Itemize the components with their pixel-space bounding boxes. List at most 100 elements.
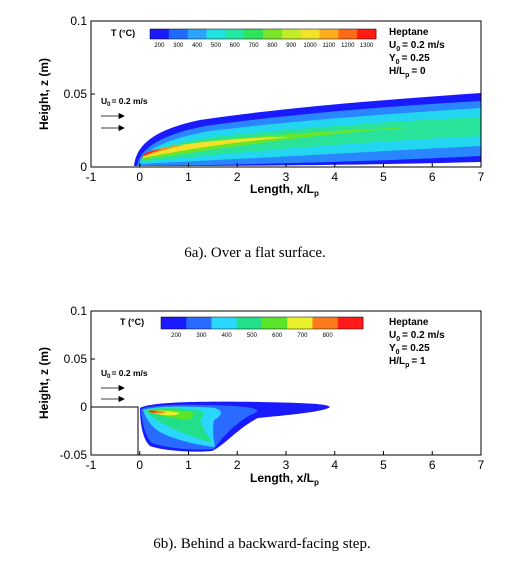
x-tick-label: 6 <box>429 170 436 184</box>
y-axis-title-a: Height, z (m) <box>37 58 51 130</box>
legend-swatches-b: 200 300 400 500 600 700 800 <box>160 316 364 339</box>
legend-swatch <box>338 29 358 39</box>
x-tick-label: 7 <box>478 458 485 472</box>
info-height-ratio-a: H/Lp = 0 <box>389 66 426 79</box>
inflow-label-a: U0= 0.2 m/s <box>101 96 148 108</box>
legend-swatches-a: 200 300 400 500 600 700 800 900 1000 1100 1200 1300 <box>149 28 377 49</box>
legend-level-label: 700 <box>249 43 260 49</box>
caption-a: 6a). Over a flat surface. <box>184 245 326 261</box>
y-tick-label: 0 <box>80 160 87 174</box>
x-tick-label: 0 <box>136 458 143 472</box>
legend-swatch <box>312 317 339 329</box>
info-box-a: Heptane U0 = 0.2 m/s Y0 = 0.25 H/Lp = 0 <box>389 27 445 79</box>
legend-level-label: 1000 <box>303 43 317 49</box>
contour-band <box>148 410 157 413</box>
flame-contours-b <box>140 401 330 452</box>
legend-swatch <box>357 29 377 39</box>
legend-level-label: 800 <box>267 43 278 49</box>
x-tick-label: 1 <box>185 458 192 472</box>
x-axis-title-a: Length, x/Lp <box>250 182 319 198</box>
legend-swatch <box>186 317 212 329</box>
panel-b: -1 0 1 2 3 4 5 6 7 -0.05 0 0.05 0.1 Height, z (m) Le… <box>37 304 485 487</box>
legend-level-label: 1100 <box>322 43 336 49</box>
x-axis-title-b: Length, x/Lp <box>250 471 319 487</box>
info-fraction-b: Y0 = 0.25 <box>389 343 430 356</box>
y-tick-label: 0.05 <box>64 87 88 101</box>
x-tick-label: -1 <box>86 458 97 472</box>
legend-level-label: 300 <box>173 43 184 49</box>
legend-level-label: 600 <box>230 43 241 49</box>
legend-swatch <box>211 317 238 329</box>
legend-swatch <box>150 29 170 39</box>
y-tick-label: 0.05 <box>64 352 88 366</box>
info-fuel-b: Heptane <box>389 317 429 328</box>
y-tick-label: -0.05 <box>60 448 88 462</box>
x-tick-label: 0 <box>136 170 143 184</box>
legend-b: T (°C) 200 300 400 500 600 700 800 <box>120 316 364 339</box>
legend-frame <box>149 28 377 40</box>
legend-swatch <box>206 29 226 39</box>
y-tick-label: 0.1 <box>70 14 87 28</box>
legend-swatch <box>187 29 207 39</box>
legend-title-b: T (°C) <box>120 317 144 327</box>
legend-swatch <box>319 29 339 39</box>
x-tick-label: 5 <box>380 458 387 472</box>
legend-swatch <box>262 317 288 329</box>
y-tick-label: 0 <box>80 400 87 414</box>
info-fuel-a: Heptane <box>389 27 429 38</box>
x-tick-label: 1 <box>185 170 192 184</box>
axis-ticks-a: -1 0 1 2 3 4 5 6 700.050.1 <box>64 14 485 184</box>
legend-level-label: 400 <box>222 333 233 339</box>
flame-contours-a <box>134 93 481 166</box>
info-box-b: Heptane U0 = 0.2 m/s Y0 = 0.25 H/Lp = 1 <box>389 317 445 369</box>
legend-level-label: 600 <box>272 333 283 339</box>
inflow-arrows-a <box>101 112 125 132</box>
legend-level-label: 1300 <box>360 43 374 49</box>
info-velocity-a: U0 = 0.2 m/s <box>389 40 445 53</box>
step-outline-b <box>91 406 139 455</box>
legend-level-label: 300 <box>196 333 207 339</box>
legend-level-label: 200 <box>154 43 165 49</box>
x-tick-label: 2 <box>234 170 241 184</box>
legend-level-label: 500 <box>211 43 222 49</box>
inflow-annotation-a: U0= 0.2 m/s <box>101 96 148 132</box>
legend-swatch <box>244 29 264 39</box>
inflow-annotation-b: U0= 0.2 m/s <box>101 368 148 403</box>
x-tick-label: -1 <box>86 170 97 184</box>
legend-a: T (°C) 200 300 400 500 600 700 800 900 1000 1100 1… <box>111 28 377 49</box>
legend-swatch <box>337 317 364 329</box>
panel-a: -1 0 1 2 3 4 5 6 700.050.1 Height, z (m) Length,… <box>37 14 485 198</box>
legend-title-a: T (°C) <box>111 28 135 38</box>
contour-band <box>144 408 212 443</box>
inflow-arrows-b <box>101 384 125 403</box>
legend-swatch <box>281 29 302 39</box>
x-tick-label: 4 <box>331 170 338 184</box>
x-tick-label: 7 <box>478 170 485 184</box>
axis-ticks-b: -1 0 1 2 3 4 5 6 7 -0.05 0 0.05 0.1 <box>60 304 485 472</box>
legend-swatch <box>168 29 189 39</box>
legend-level-label: 500 <box>247 333 258 339</box>
legend-level-label: 700 <box>297 333 308 339</box>
inflow-label-b: U0= 0.2 m/s <box>101 368 148 380</box>
x-tick-label: 6 <box>429 458 436 472</box>
legend-swatch <box>161 317 187 329</box>
legend-level-label: 400 <box>192 43 203 49</box>
info-fraction-a: Y0 = 0.25 <box>389 53 430 66</box>
legend-swatch <box>225 29 245 39</box>
x-tick-label: 2 <box>234 458 241 472</box>
legend-level-label: 1200 <box>341 43 355 49</box>
legend-swatch <box>287 317 313 329</box>
legend-frame <box>160 316 364 330</box>
legend-swatch <box>263 29 283 39</box>
x-tick-label: 5 <box>380 170 387 184</box>
caption-b: 6b). Behind a backward-facing step. <box>153 536 370 552</box>
y-axis-title-b: Height, z (m) <box>37 347 51 419</box>
info-height-ratio-b: H/Lp = 1 <box>389 356 426 369</box>
y-tick-label: 0.1 <box>70 304 87 318</box>
x-tick-label: 3 <box>283 458 290 472</box>
x-tick-label: 4 <box>331 458 338 472</box>
legend-level-label: 900 <box>286 43 297 49</box>
legend-swatch <box>300 29 320 39</box>
legend-swatch <box>236 317 263 329</box>
